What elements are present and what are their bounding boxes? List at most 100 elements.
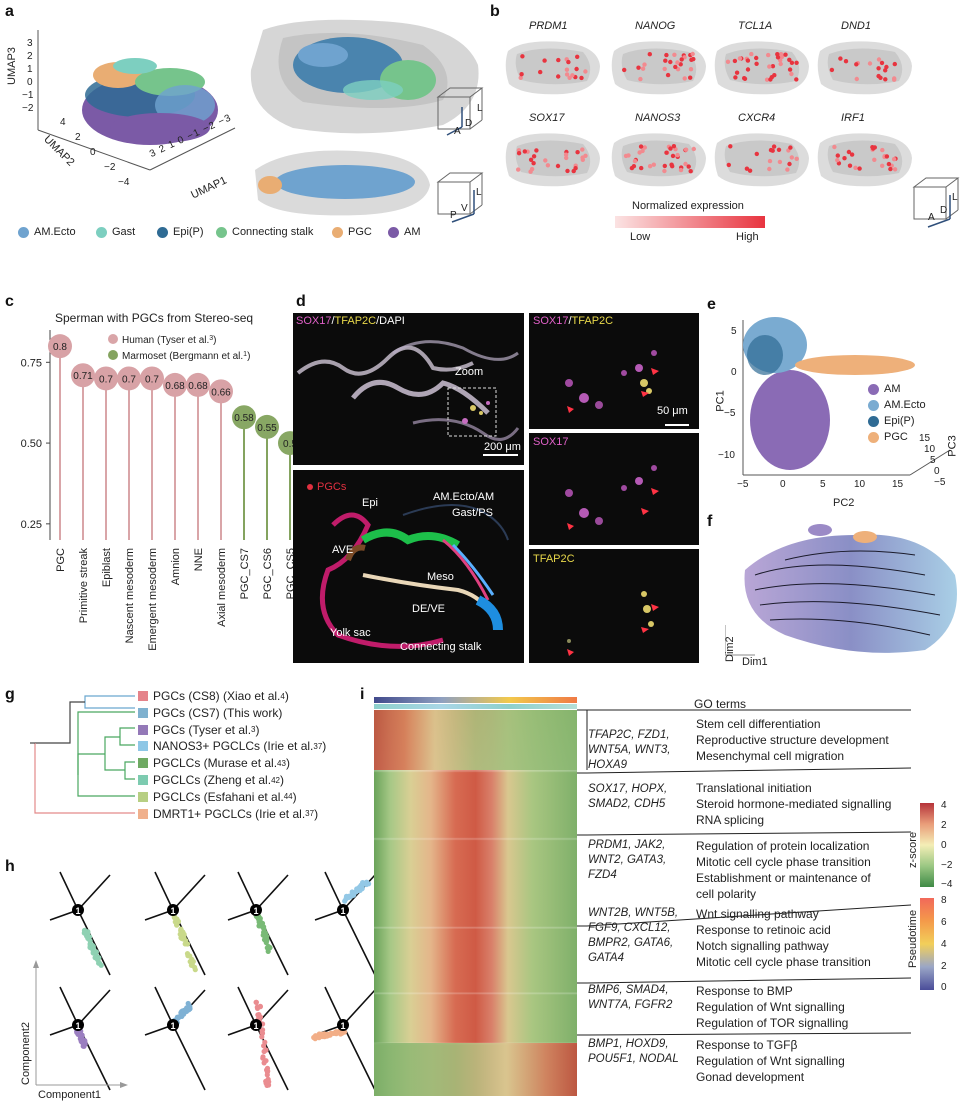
expression-dot (754, 151, 759, 157)
expression-dot (747, 168, 753, 173)
expression-dot (664, 52, 669, 58)
pc3-tick: 5 (930, 455, 936, 466)
zoom-sox17-image (565, 465, 659, 530)
cell-point (255, 916, 261, 922)
panel-label-g: g (5, 686, 15, 703)
branch-node-icon (167, 1019, 179, 1031)
legend-swatch (868, 431, 879, 443)
legend-item: AM (388, 226, 421, 238)
cell-point (263, 1080, 269, 1086)
y-tick-label: 0.50 (21, 438, 42, 450)
expression-dot (768, 147, 774, 153)
expression-dot (783, 52, 788, 57)
expression-dot (516, 151, 522, 156)
expression-dot (583, 69, 588, 74)
pseudotime-track (374, 697, 577, 703)
dataset-item: PGCLCs (Zheng et al. 42) (138, 773, 284, 787)
cell-point (174, 922, 180, 928)
expression-dot (663, 58, 668, 63)
panel-label-e: e (707, 296, 716, 313)
expression-dot (787, 67, 793, 72)
dataset-label: DMRT1+ PGCLCs (Irie et al. (153, 806, 306, 821)
legend-item: PGC (332, 226, 372, 238)
category-label: Emergent mesoderm (147, 548, 159, 651)
expression-dot (679, 57, 684, 62)
trajectory-plot: 1 (314, 871, 376, 976)
dataset-label: PGCLCs (Zheng et al. (153, 773, 272, 787)
pc2-tick: −5 (737, 479, 749, 490)
dataset-label-tail: ) (255, 722, 260, 737)
go-term: cell polarity (696, 887, 757, 901)
stain-sep: / (331, 315, 335, 327)
expression-dot (647, 164, 653, 169)
zscore-tick: 2 (941, 820, 947, 831)
umap-3d-plot (37, 30, 236, 171)
expression-dot (849, 152, 855, 157)
expression-dot (842, 156, 847, 161)
go-term: Gonad development (696, 1070, 805, 1084)
gene-line: HOXA9 (588, 759, 627, 771)
category-label: Epiblast (101, 548, 113, 587)
value-label: 0.68 (188, 381, 208, 392)
lollipop-head (140, 366, 164, 391)
expression-dot (745, 58, 751, 63)
pc3-tick: 0 (934, 466, 940, 477)
legend-swatch (868, 399, 879, 411)
citation-ref: 3 (251, 725, 256, 735)
gene-expression-map (714, 41, 809, 95)
legend-swatch (96, 226, 107, 238)
expression-dot (688, 169, 693, 174)
expression-dot (640, 66, 646, 71)
legend-swatch (108, 350, 118, 360)
expression-dot (647, 52, 652, 57)
pc2-tick: 0 (780, 479, 786, 490)
expression-dot (732, 58, 738, 64)
expression-dot (789, 60, 795, 65)
expression-dot (775, 55, 781, 60)
gene-label: PRDM1 (529, 20, 568, 32)
panel-label-b: b (490, 3, 500, 20)
gene-line: WNT2B, WNT5B, (588, 907, 679, 919)
expression-dot (794, 77, 799, 82)
cell-point (262, 933, 268, 939)
expression-dot (888, 166, 893, 172)
expression-dot (832, 144, 837, 150)
gene-expression-map (714, 133, 809, 187)
expression-dot (662, 163, 667, 169)
pc2-label: PC2 (833, 497, 855, 509)
pc2-tick: 10 (854, 479, 866, 490)
expression-dot (789, 155, 794, 160)
expression-dot (733, 75, 738, 80)
cell-point (328, 1030, 334, 1036)
expression-dot (520, 54, 525, 59)
expression-dot (785, 167, 790, 172)
gene-label: NANOG (635, 20, 676, 32)
lollipop-head (255, 414, 279, 439)
expression-dot (689, 57, 694, 62)
value-label: 0.68 (165, 381, 185, 392)
dataset-swatch (138, 724, 148, 735)
go-term: Response to BMP (696, 984, 793, 998)
cell-point (351, 892, 357, 898)
go-term-list: Stem cell differentiation Reproductive st… (696, 716, 889, 764)
cell-point (335, 1029, 341, 1036)
cell-point (187, 1005, 193, 1011)
pca-3d-plot (742, 317, 951, 476)
cell-point (187, 953, 193, 959)
go-term: Regulation of protein localization (696, 839, 870, 853)
expression-dot (770, 64, 776, 69)
stain-dapi: /DAPI (376, 315, 405, 327)
cell-point (264, 1065, 271, 1071)
legend-item: Epi(P) (157, 226, 204, 238)
expression-dot (789, 71, 794, 77)
pseudotime-tick: 8 (941, 895, 947, 906)
y-tick-label: 0.25 (21, 519, 42, 531)
expression-dot (580, 147, 585, 152)
expression-dot (787, 161, 792, 167)
gene-label: NANOS3 (635, 112, 681, 124)
umap2-tick: −2 (104, 162, 116, 173)
dataset-swatch (138, 707, 148, 718)
expression-dot (664, 150, 669, 155)
expression-dot (688, 67, 694, 72)
expression-dot (564, 72, 570, 77)
